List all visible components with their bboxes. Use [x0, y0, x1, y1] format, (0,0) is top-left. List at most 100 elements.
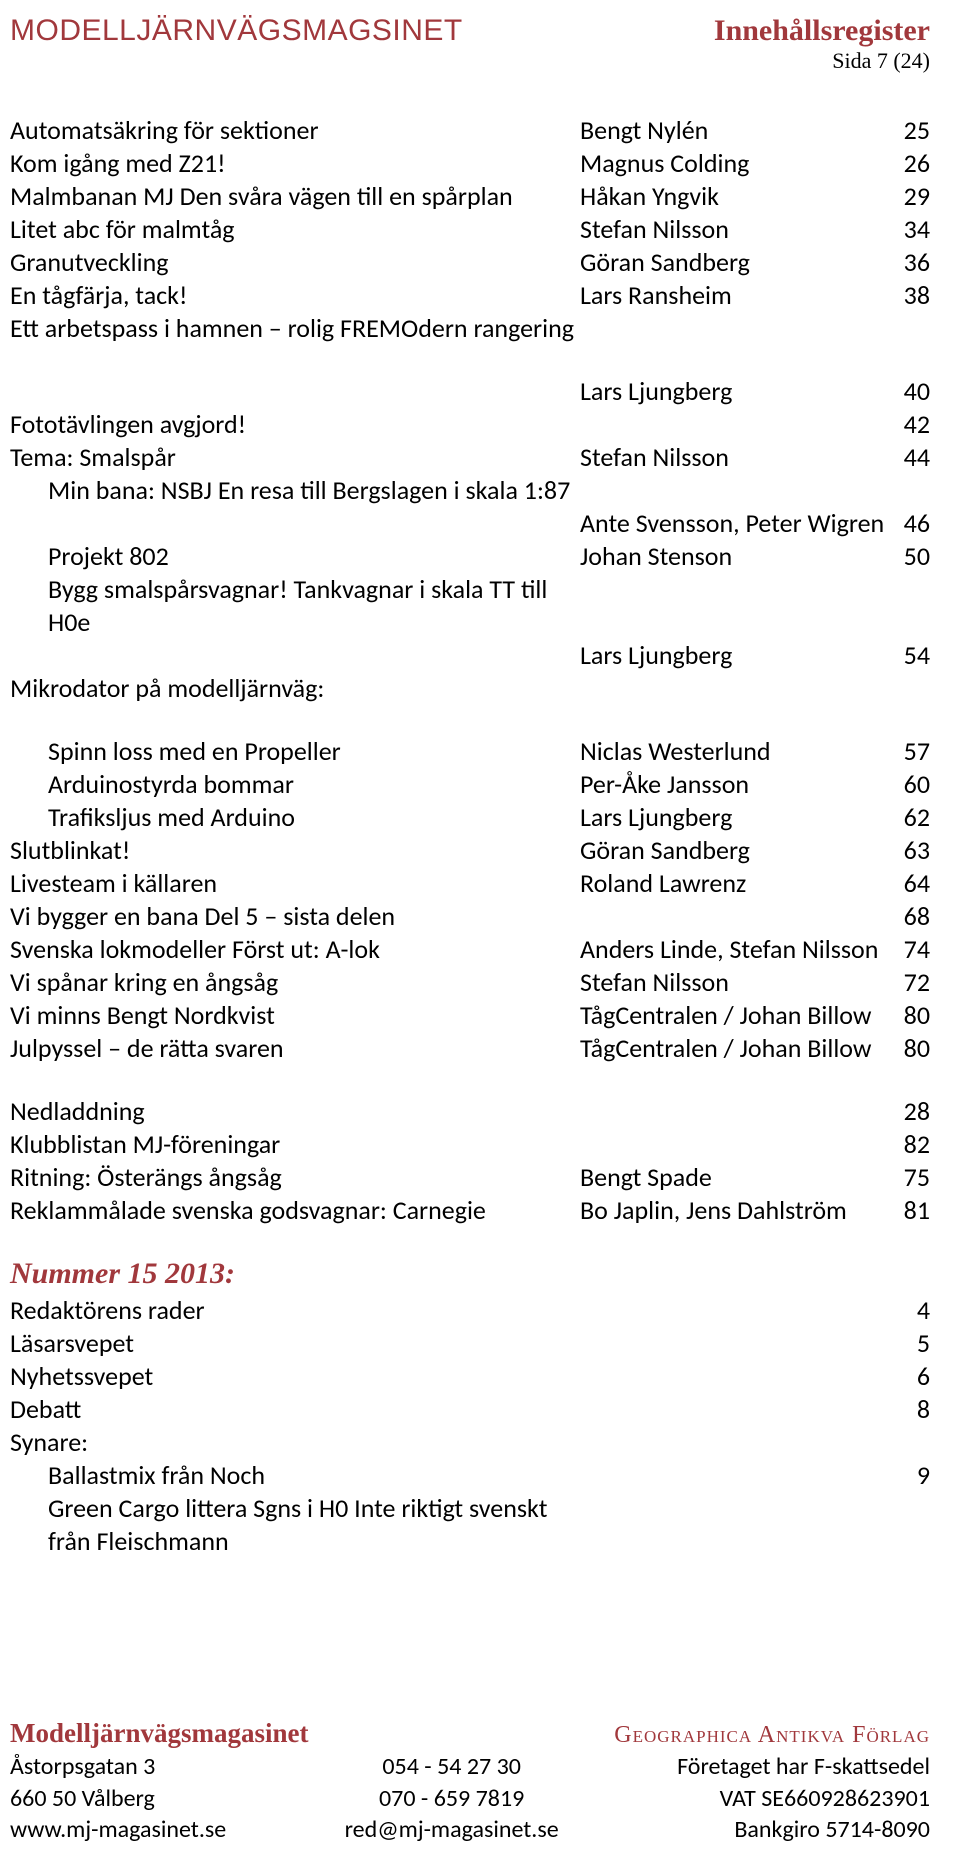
article-author: Lars Ransheim — [580, 279, 890, 312]
index-row: Svenska lokmodeller Först ut: A-lokAnder… — [10, 933, 930, 966]
article-title: Bygg smalspårsvagnar! Tankvagnar i skala… — [10, 573, 580, 639]
article-author: Johan Stenson — [580, 540, 890, 573]
article-page: 72 — [890, 966, 930, 999]
article-page: 25 — [890, 114, 930, 147]
article-title: Green Cargo littera Sgns i H0 Inte rikti… — [10, 1492, 580, 1558]
index-row: Nyhetssvepet 6 — [10, 1360, 930, 1393]
article-title: Livesteam i källaren — [10, 867, 580, 900]
article-title: Min bana: NSBJ En resa till Bergslagen i… — [10, 474, 580, 507]
article-title: Klubblistan MJ-föreningar — [10, 1128, 580, 1161]
index-row: Lars Ljungberg54 — [10, 639, 930, 672]
brand-title: MODELLJÄRNVÄGSMAGSINET — [10, 14, 463, 48]
article-title: Spinn loss med en Propeller — [10, 735, 580, 768]
article-page: 5 — [890, 1327, 930, 1360]
article-title: Vi spånar kring en ångsåg — [10, 966, 580, 999]
index-row: Ante Svensson, Peter Wigren46 — [10, 507, 930, 540]
article-page: 40 — [890, 375, 930, 408]
index-row: Ballastmix från Noch9 — [10, 1459, 930, 1492]
index-row: Vi bygger en bana Del 5 – sista delen68 — [10, 900, 930, 933]
index-row: Vi spånar kring en ångsågStefan Nilsson7… — [10, 966, 930, 999]
article-page: 57 — [890, 735, 930, 768]
article-author: Lars Ljungberg — [580, 375, 890, 408]
article-title: Reklammålade svenska godsvagnar: Carnegi… — [10, 1194, 580, 1227]
index-row: Tema: SmalspårStefan Nilsson44 — [10, 441, 930, 474]
article-author: TågCentralen / Johan Billow — [580, 999, 890, 1032]
article-page: 8 — [890, 1393, 930, 1426]
header-right: Innehållsregister Sida 7 (24) — [714, 14, 930, 74]
article-title: Ett arbetspass i hamnen – rolig FREMOder… — [10, 312, 580, 345]
footer-address: Åstorpsgatan 3 660 50 Vålberg www.mj-mag… — [10, 1751, 226, 1845]
index-row: Vi minns Bengt NordkvistTågCentralen / J… — [10, 999, 930, 1032]
article-title: Debatt — [10, 1393, 580, 1426]
article-title: Slutblinkat! — [10, 834, 580, 867]
footer-line: Företaget har F-skattsedel — [677, 1751, 930, 1782]
register-title: Innehållsregister — [714, 14, 930, 48]
article-title: Läsarsvepet — [10, 1327, 580, 1360]
footer-line: 070 - 659 7819 — [345, 1783, 559, 1814]
row-gap — [10, 345, 930, 375]
index-row: Slutblinkat!Göran Sandberg63 — [10, 834, 930, 867]
article-author: Roland Lawrenz — [580, 867, 890, 900]
article-author: Bengt Spade — [580, 1161, 890, 1194]
article-author: Göran Sandberg — [580, 834, 890, 867]
article-title: Nyhetssvepet — [10, 1360, 580, 1393]
article-title: Svenska lokmodeller Först ut: A-lok — [10, 933, 580, 966]
footer-legal: Företaget har F-skattsedel VAT SE6609286… — [677, 1751, 930, 1845]
index-row: Trafiksljus med ArduinoLars Ljungberg62 — [10, 801, 930, 834]
index-row: Livesteam i källarenRoland Lawrenz64 — [10, 867, 930, 900]
index-row: Ritning: Österängs ångsågBengt Spade75 — [10, 1161, 930, 1194]
article-title: Mikrodator på modelljärnväg: — [10, 672, 580, 705]
article-page: 80 — [890, 999, 930, 1032]
article-author: Lars Ljungberg — [580, 639, 890, 672]
index-row: Projekt 802Johan Stenson50 — [10, 540, 930, 573]
article-title: Ritning: Österängs ångsåg — [10, 1161, 580, 1194]
article-title: Kom igång med Z21! — [10, 147, 580, 180]
article-title: Ballastmix från Noch — [10, 1459, 580, 1492]
article-author: Stefan Nilsson — [580, 966, 890, 999]
article-title: Granutveckling — [10, 246, 580, 279]
article-title: Vi minns Bengt Nordkvist — [10, 999, 580, 1032]
article-page: 54 — [890, 639, 930, 672]
index-row: Mikrodator på modelljärnväg: — [10, 672, 930, 705]
index-row: Automatsäkring för sektionerBengt Nylén2… — [10, 114, 930, 147]
page-indicator: Sida 7 (24) — [714, 48, 930, 74]
index-row: Redaktörens rader4 — [10, 1294, 930, 1327]
article-title: Redaktörens rader — [10, 1294, 580, 1327]
article-title: Synare: — [10, 1426, 580, 1459]
article-author: Stefan Nilsson — [580, 441, 890, 474]
row-gap — [10, 705, 930, 735]
index-row: Litet abc för malmtågStefan Nilsson34 — [10, 213, 930, 246]
article-author: Bo Japlin, Jens Dahlström — [580, 1194, 890, 1227]
page-header: MODELLJÄRNVÄGSMAGSINET Innehållsregister… — [0, 0, 960, 74]
footer-line: VAT SE660928623901 — [677, 1783, 930, 1814]
article-author: Magnus Colding — [580, 147, 890, 180]
footer-line: red@mj-magasinet.se — [345, 1814, 559, 1845]
article-page: 46 — [890, 507, 930, 540]
article-page: 29 — [890, 180, 930, 213]
index-row: Kom igång med Z21!Magnus Colding26 — [10, 147, 930, 180]
index-row: Green Cargo littera Sgns i H0 Inte rikti… — [10, 1492, 930, 1558]
index-row: Arduinostyrda bommarPer-Åke Jansson60 — [10, 768, 930, 801]
index-content: Automatsäkring för sektionerBengt Nylén2… — [0, 74, 960, 1558]
index-row: Malmbanan MJ Den svåra vägen till en spå… — [10, 180, 930, 213]
article-author: Håkan Yngvik — [580, 180, 890, 213]
index-row: GranutvecklingGöran Sandberg36 — [10, 246, 930, 279]
article-page: 38 — [890, 279, 930, 312]
article-page: 26 — [890, 147, 930, 180]
article-title: Nedladdning — [10, 1095, 580, 1128]
article-page: 74 — [890, 933, 930, 966]
index-row: Bygg smalspårsvagnar! Tankvagnar i skala… — [10, 573, 930, 639]
row-gap — [10, 1065, 930, 1095]
article-page: 81 — [890, 1194, 930, 1227]
index-row: Klubblistan MJ-föreningar82 — [10, 1128, 930, 1161]
article-author: Göran Sandberg — [580, 246, 890, 279]
footer-line: Åstorpsgatan 3 — [10, 1751, 226, 1782]
article-page: 44 — [890, 441, 930, 474]
index-row: Synare: — [10, 1426, 930, 1459]
footer-line: Bankgiro 5714-8090 — [677, 1814, 930, 1845]
article-page: 6 — [890, 1360, 930, 1393]
article-title: Projekt 802 — [10, 540, 580, 573]
article-author: TågCentralen / Johan Billow — [580, 1032, 890, 1065]
article-author: Bengt Nylén — [580, 114, 890, 147]
index-row: Min bana: NSBJ En resa till Bergslagen i… — [10, 474, 930, 507]
